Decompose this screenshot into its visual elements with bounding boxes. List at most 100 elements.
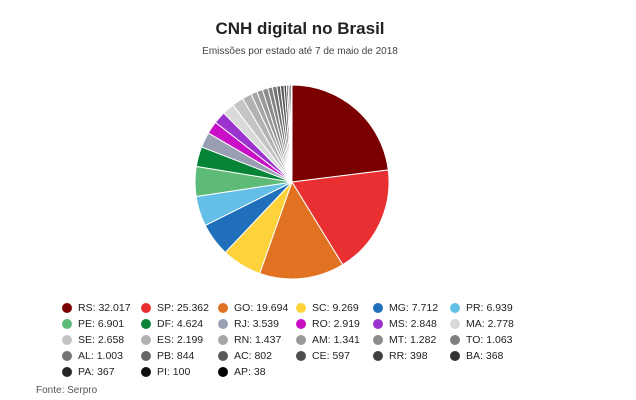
legend-swatch xyxy=(450,319,460,329)
legend-value: 2.658 xyxy=(97,334,125,346)
legend-separator: : xyxy=(248,366,254,378)
legend-value: 6.939 xyxy=(486,302,513,314)
legend-separator: : xyxy=(326,302,333,314)
pie-chart xyxy=(194,84,390,280)
legend-label: GO xyxy=(234,302,251,314)
legend-label: BA xyxy=(466,350,481,362)
legend-value: 100 xyxy=(172,366,191,378)
legend-item-sc[interactable]: SC: 9.269 xyxy=(296,302,359,314)
legend-item-ma[interactable]: MA: 2.778 xyxy=(450,318,514,330)
legend-value: 9.269 xyxy=(332,302,359,314)
legend-label: SE xyxy=(78,334,93,346)
legend-swatch xyxy=(296,351,306,361)
legend-item-mg[interactable]: MG: 7.712 xyxy=(373,302,438,314)
legend-label: CE xyxy=(312,350,327,362)
legend-swatch xyxy=(296,319,306,329)
legend-label: ES xyxy=(157,334,172,346)
legend-label: PI xyxy=(157,366,167,378)
legend-separator: : xyxy=(92,302,99,314)
legend-value: 3.539 xyxy=(252,318,279,330)
legend-value: 2.919 xyxy=(333,318,360,330)
legend-separator: : xyxy=(171,334,177,346)
legend-item-pr[interactable]: PR: 6.939 xyxy=(450,302,513,314)
legend-item-to[interactable]: TO: 1.063 xyxy=(450,334,513,346)
legend-swatch xyxy=(62,319,72,329)
legend-swatch xyxy=(62,367,72,377)
legend-value: 1.282 xyxy=(410,334,437,346)
legend-separator: : xyxy=(481,318,488,330)
pie-slice-rs[interactable] xyxy=(291,84,389,183)
legend-swatch xyxy=(373,351,383,361)
legend-item-pe[interactable]: PE: 6.901 xyxy=(62,318,124,330)
legend-item-ap[interactable]: AP: 38 xyxy=(218,366,266,378)
legend-item-ba[interactable]: BA: 368 xyxy=(450,350,503,362)
legend-value: 844 xyxy=(176,350,195,362)
legend-separator: : xyxy=(480,334,487,346)
legend-swatch xyxy=(450,303,460,313)
legend-item-ro[interactable]: RO: 2.919 xyxy=(296,318,360,330)
legend-swatch xyxy=(218,367,228,377)
legend-item-pi[interactable]: PI: 100 xyxy=(141,366,190,378)
pie-slice-go[interactable] xyxy=(259,180,344,280)
legend-swatch xyxy=(296,335,306,345)
chart-subtitle: Emissões por estado até 7 de maio de 201… xyxy=(202,46,398,57)
legend-separator: : xyxy=(404,350,411,362)
legend-separator: : xyxy=(171,318,177,330)
legend-item-rr[interactable]: RR: 398 xyxy=(373,350,428,362)
legend-value: 32.017 xyxy=(98,302,131,314)
legend-swatch xyxy=(296,303,306,313)
legend-swatch xyxy=(373,319,383,329)
legend-separator: : xyxy=(91,366,98,378)
legend-item-al[interactable]: AL: 1.003 xyxy=(62,350,123,362)
legend-label: RR xyxy=(389,350,405,362)
legend-item-rn[interactable]: RN: 1.437 xyxy=(218,334,281,346)
legend-item-df[interactable]: DF: 4.624 xyxy=(141,318,203,330)
legend-swatch xyxy=(218,351,228,361)
legend-label: AC xyxy=(234,350,249,362)
legend-swatch xyxy=(141,351,151,361)
legend-separator: : xyxy=(480,350,486,362)
chart-title: CNH digital no Brasil xyxy=(215,19,385,38)
legend-value: 1.063 xyxy=(486,334,513,346)
legend-label: DF xyxy=(157,318,171,330)
legend-label: PA xyxy=(78,366,92,378)
legend-label: PE xyxy=(78,318,93,330)
legend-item-es[interactable]: ES: 2.199 xyxy=(141,334,203,346)
legend-item-go[interactable]: GO: 19.694 xyxy=(218,302,288,314)
legend-value: 367 xyxy=(97,366,115,378)
legend-item-rs[interactable]: RS: 32.017 xyxy=(62,302,131,314)
legend-swatch xyxy=(373,335,383,345)
legend-item-ce[interactable]: CE: 597 xyxy=(296,350,350,362)
legend-swatch xyxy=(141,303,151,313)
legend-item-se[interactable]: SE: 2.658 xyxy=(62,334,124,346)
legend-item-ms[interactable]: MS: 2.848 xyxy=(373,318,437,330)
legend-separator: : xyxy=(171,350,177,362)
legend-item-mt[interactable]: MT: 1.282 xyxy=(373,334,436,346)
legend-swatch xyxy=(450,351,460,361)
legend-separator: : xyxy=(248,350,255,362)
source-note: Fonte: Serpro xyxy=(36,385,98,396)
legend-item-rj[interactable]: RJ: 3.539 xyxy=(218,318,279,330)
legend-value: 19.694 xyxy=(256,302,289,314)
legend-value: 6.901 xyxy=(97,318,125,330)
legend-separator: : xyxy=(250,302,257,314)
legend-label: RJ xyxy=(234,318,247,330)
legend-label: AL xyxy=(78,350,91,362)
legend-separator: : xyxy=(166,366,173,378)
legend-swatch xyxy=(218,303,228,313)
legend-swatch xyxy=(141,319,151,329)
legend-item-ac[interactable]: AC: 802 xyxy=(218,350,272,362)
legend-item-pb[interactable]: PB: 844 xyxy=(141,350,194,362)
legend-label: RN xyxy=(234,334,250,346)
pie-slice-sp[interactable] xyxy=(291,169,390,266)
legend-item-am[interactable]: AM: 1.341 xyxy=(296,334,360,346)
legend-value: 25.362 xyxy=(176,302,209,314)
legend-item-pa[interactable]: PA: 367 xyxy=(62,366,115,378)
legend-swatch xyxy=(62,335,72,345)
legend-swatch xyxy=(62,303,72,313)
legend-value: 368 xyxy=(485,350,504,362)
legend-swatch xyxy=(218,335,228,345)
legend-separator: : xyxy=(246,318,253,330)
legend-swatch xyxy=(141,335,151,345)
legend-item-sp[interactable]: SP: 25.362 xyxy=(141,302,209,314)
